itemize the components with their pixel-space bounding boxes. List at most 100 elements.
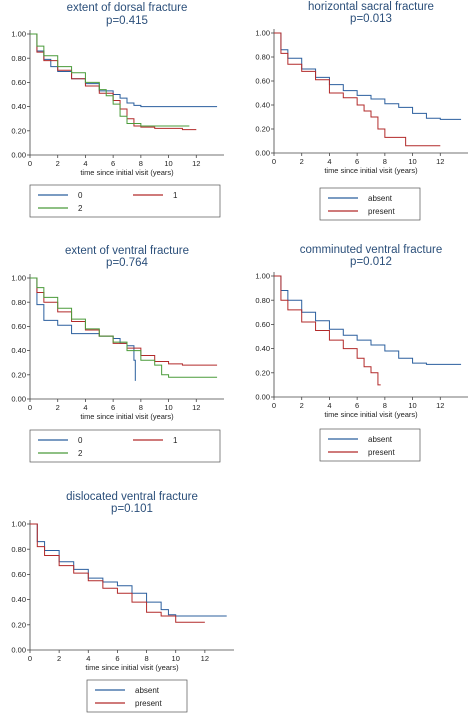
legend: absent present	[319, 187, 421, 221]
x-tick-label: 8	[139, 403, 143, 412]
x-tick-label: 6	[111, 403, 115, 412]
series-line-0	[30, 277, 136, 381]
x-tick-label: 0	[28, 654, 32, 663]
x-tick-label: 2	[56, 403, 60, 412]
chart-title: dislocated ventral fracture	[66, 491, 198, 503]
y-tick-label: 0.00	[11, 151, 26, 160]
chart-subtitle: p=0.013	[350, 13, 392, 25]
x-tick-label: 10	[408, 401, 416, 410]
y-tick-label: 0.60	[11, 78, 26, 87]
legend-label: 1	[173, 191, 178, 200]
chart-title: extent of ventral fracture	[65, 245, 189, 257]
legend-label: 0	[78, 436, 83, 445]
legend-label: 0	[78, 191, 83, 200]
x-axis-label: time since initial visit (years)	[324, 166, 418, 175]
legend-label: absent	[368, 435, 393, 444]
x-tick-label: 12	[192, 159, 200, 168]
x-tick-label: 12	[192, 403, 200, 412]
x-tick-label: 10	[408, 157, 416, 166]
series-line-absent	[30, 523, 227, 617]
chart-title: horizontal sacral fracture	[308, 1, 434, 13]
legend-box	[319, 428, 421, 462]
x-tick-label: 12	[436, 401, 444, 410]
x-tick-label: 8	[383, 401, 387, 410]
x-tick-label: 12	[436, 157, 444, 166]
y-tick-label: 1.00	[11, 30, 26, 39]
x-tick-label: 2	[300, 157, 304, 166]
y-tick-label: 0.00	[255, 149, 270, 158]
y-tick-label: 0.40	[11, 595, 26, 604]
legend-box	[319, 187, 421, 221]
y-tick-label: 0.40	[255, 344, 270, 353]
series-line-0	[30, 33, 218, 108]
y-tick-label: 0.20	[11, 126, 26, 135]
x-tick-label: 6	[355, 157, 359, 166]
chart-title: comminuted ventral fracture	[300, 244, 443, 256]
legend-label: present	[135, 699, 162, 708]
x-tick-label: 12	[201, 654, 209, 663]
series-line-absent	[274, 275, 462, 365]
x-tick-label: 4	[83, 159, 87, 168]
x-tick-label: 6	[355, 401, 359, 410]
series-line-2	[30, 33, 190, 127]
y-tick-label: 0.80	[11, 54, 26, 63]
x-axis-label: time since initial visit (years)	[80, 412, 174, 421]
chart-subtitle: p=0.012	[350, 256, 392, 268]
legend-box	[86, 679, 188, 713]
series-line-present	[274, 275, 381, 386]
x-tick-label: 8	[139, 159, 143, 168]
x-tick-label: 10	[172, 654, 180, 663]
legend-label: 2	[78, 449, 83, 458]
x-tick-label: 10	[164, 403, 172, 412]
series-line-absent	[274, 32, 462, 120]
y-tick-label: 0.80	[255, 296, 270, 305]
y-tick-label: 0.00	[11, 646, 26, 655]
chart-subtitle: p=0.415	[106, 15, 148, 27]
legend-label: 1	[173, 436, 178, 445]
y-tick-label: 1.00	[11, 520, 26, 529]
x-tick-label: 2	[300, 401, 304, 410]
x-tick-label: 0	[28, 159, 32, 168]
y-tick-label: 0.20	[11, 370, 26, 379]
x-tick-label: 4	[327, 157, 331, 166]
legend: absent present	[86, 679, 188, 713]
legend-label: present	[368, 448, 395, 457]
legend-box	[29, 184, 221, 218]
x-tick-label: 4	[86, 654, 90, 663]
x-axis-label: time since initial visit (years)	[324, 410, 418, 419]
x-tick-label: 2	[57, 654, 61, 663]
series-line-present	[30, 523, 205, 623]
y-tick-label: 0.80	[11, 298, 26, 307]
y-tick-label: 0.00	[255, 393, 270, 402]
y-tick-label: 0.80	[255, 53, 270, 62]
legend-box	[29, 429, 221, 463]
series-line-1	[30, 33, 197, 131]
chart-subtitle: p=0.101	[111, 503, 153, 515]
x-tick-label: 0	[272, 157, 276, 166]
x-tick-label: 6	[111, 159, 115, 168]
x-tick-label: 10	[164, 159, 172, 168]
y-tick-label: 0.40	[11, 346, 26, 355]
legend-label: absent	[368, 194, 393, 203]
y-tick-label: 0.60	[11, 322, 26, 331]
x-tick-label: 6	[115, 654, 119, 663]
y-tick-label: 0.00	[11, 395, 26, 404]
y-tick-label: 0.40	[255, 101, 270, 110]
x-tick-label: 8	[144, 654, 148, 663]
series-line-present	[274, 32, 441, 147]
y-tick-label: 0.20	[255, 125, 270, 134]
y-tick-label: 0.60	[255, 77, 270, 86]
legend-label: present	[368, 207, 395, 216]
legend-label: absent	[135, 686, 160, 695]
x-tick-label: 0	[28, 403, 32, 412]
x-tick-label: 0	[272, 401, 276, 410]
series-line-2	[30, 277, 218, 378]
legend: 0 1 2	[29, 429, 221, 463]
y-tick-label: 0.40	[11, 102, 26, 111]
